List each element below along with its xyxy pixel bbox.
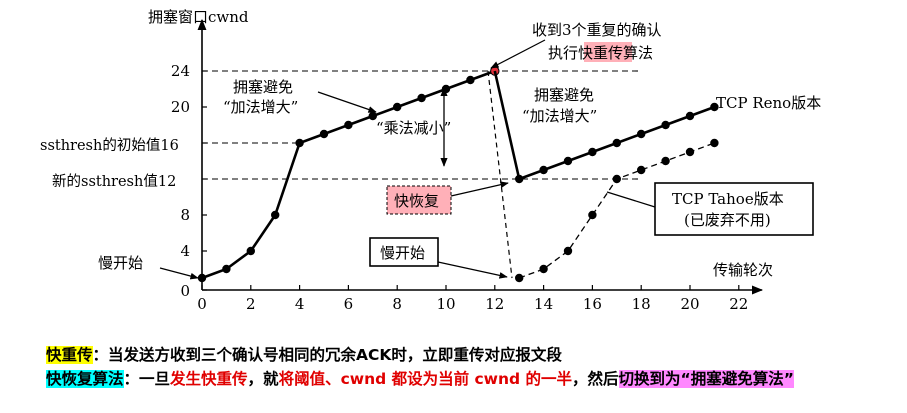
y-tick-label: 24 [171,62,190,80]
y-tick-label: 4 [180,242,190,260]
data-point [710,138,719,148]
fast-retransmit-pointer [490,39,546,69]
data-point [685,147,695,157]
data-point [222,264,231,274]
y-tick-label: 20 [171,98,190,116]
tahoe-box [654,182,814,236]
ssthresh-new-label: 新的ssthresh值12 [52,173,176,190]
avoid2-label-2: “加法增大” [522,107,597,125]
caption-fast-retransmit-label: 快重传 [46,346,93,364]
caption-part-a: ：一旦 [123,370,171,388]
data-point [710,102,719,112]
data-point [588,147,597,157]
avoid1-label-2: “加法增大” [223,98,298,116]
data-point [563,156,573,166]
tahoe-pointer [606,191,656,208]
data-point [637,129,646,139]
tahoe-drop-line [487,70,513,279]
data-point [344,120,353,130]
slow-start-left-pointer [159,267,199,280]
x-tick-label: 8 [392,295,402,313]
data-point [197,273,207,283]
data-point [319,129,329,139]
data-point [246,246,255,256]
data-point [271,210,280,220]
data-point [515,273,524,283]
x-tick-label: 4 [295,295,305,313]
data-point [637,165,646,175]
fast-retransmit-highlight [584,42,632,62]
caption-part-d: 将阈值、cwnd 都设为当前 cwnd 的一半 [278,370,573,388]
slow-start-box [369,237,439,267]
ssthresh-initial-label: ssthresh的初始值16 [40,137,179,154]
caption-part-f: 切换到为“拥塞避免算法” [618,370,794,388]
x-tick-label: 2 [246,295,256,313]
data-point [295,138,304,148]
fast-recovery-box [386,185,452,215]
data-point [368,111,377,121]
axes [197,18,764,295]
x-tick-label: 14 [534,295,553,313]
data-point [661,156,670,166]
data-point [612,138,621,148]
x-ticks: 0 2 4 6 8 10 12 14 16 18 20 22 [197,285,748,313]
data-point [612,174,621,184]
data-point [441,84,451,94]
data-point [393,102,402,112]
mult-decrease-label: “乘法减小” [376,119,451,137]
caption-fast-recovery: 快恢复算法：一旦发生快重传，就将阈值、cwnd 都设为当前 cwnd 的一半，然… [46,367,794,389]
x-axis-title: 传输轮次 [713,261,773,279]
caption-fast-retransmit-text: ：当发送方收到三个确认号相同的冗余ACK时，立即重传对应报文段 [92,346,562,364]
x-tick-label: 6 [344,295,354,313]
x-tick-label: 12 [485,295,504,313]
y-tick-label: 0 [180,282,190,300]
data-point [417,93,426,103]
data-point [588,210,597,220]
x-tick-label: 10 [436,295,455,313]
slow-start-left-label: 慢开始 [98,254,143,272]
fast-recovery-pointer [450,181,509,197]
slow-start-box-label: 慢开始 [380,244,425,262]
slow-start-pointer [437,261,508,279]
avoid1-pointer [317,91,377,113]
x-tick-label: 22 [729,295,748,313]
y-axis-title: 拥塞窗口cwnd [148,8,249,26]
x-tick-label: 16 [583,295,602,313]
caption-fast-retransmit: 快重传：当发送方收到三个确认号相同的冗余ACK时，立即重传对应报文段 [46,343,562,365]
caption-part-c: ，就 [247,370,279,388]
fast-retransmit-label-2: 执行快重传算法 [548,44,653,62]
fast-recovery-label: 快恢复 [394,192,439,210]
y-tick-label: 8 [180,206,190,224]
x-tick-label: 0 [197,295,207,313]
tahoe-label-1: TCP Tahoe版本 [672,190,784,208]
data-point [563,246,573,256]
caption-fast-recovery-label: 快恢复算法 [46,370,124,388]
avoid2-label-1: 拥塞避免 [534,86,594,104]
data-point [685,111,695,121]
reference-lines [202,70,640,180]
tahoe-label-2: (已废弃不用) [684,211,771,229]
data-point [539,264,548,274]
data-point [539,165,548,175]
reno-drop-line [493,70,521,180]
y-ticks: 0 4 8 20 24 [171,62,207,300]
avoid1-label-1: 拥塞避免 [233,78,293,96]
x-tick-label: 20 [680,295,699,313]
reno-label: TCP Reno版本 [716,94,821,112]
fast-retransmit-label-1: 收到3个重复的确认 [532,21,662,39]
data-point [661,120,670,130]
x-tick-label: 18 [632,295,651,313]
caption-part-b: 发生快重传 [170,370,248,388]
caption-part-e: ，然后 [572,370,619,388]
data-point [466,75,475,85]
